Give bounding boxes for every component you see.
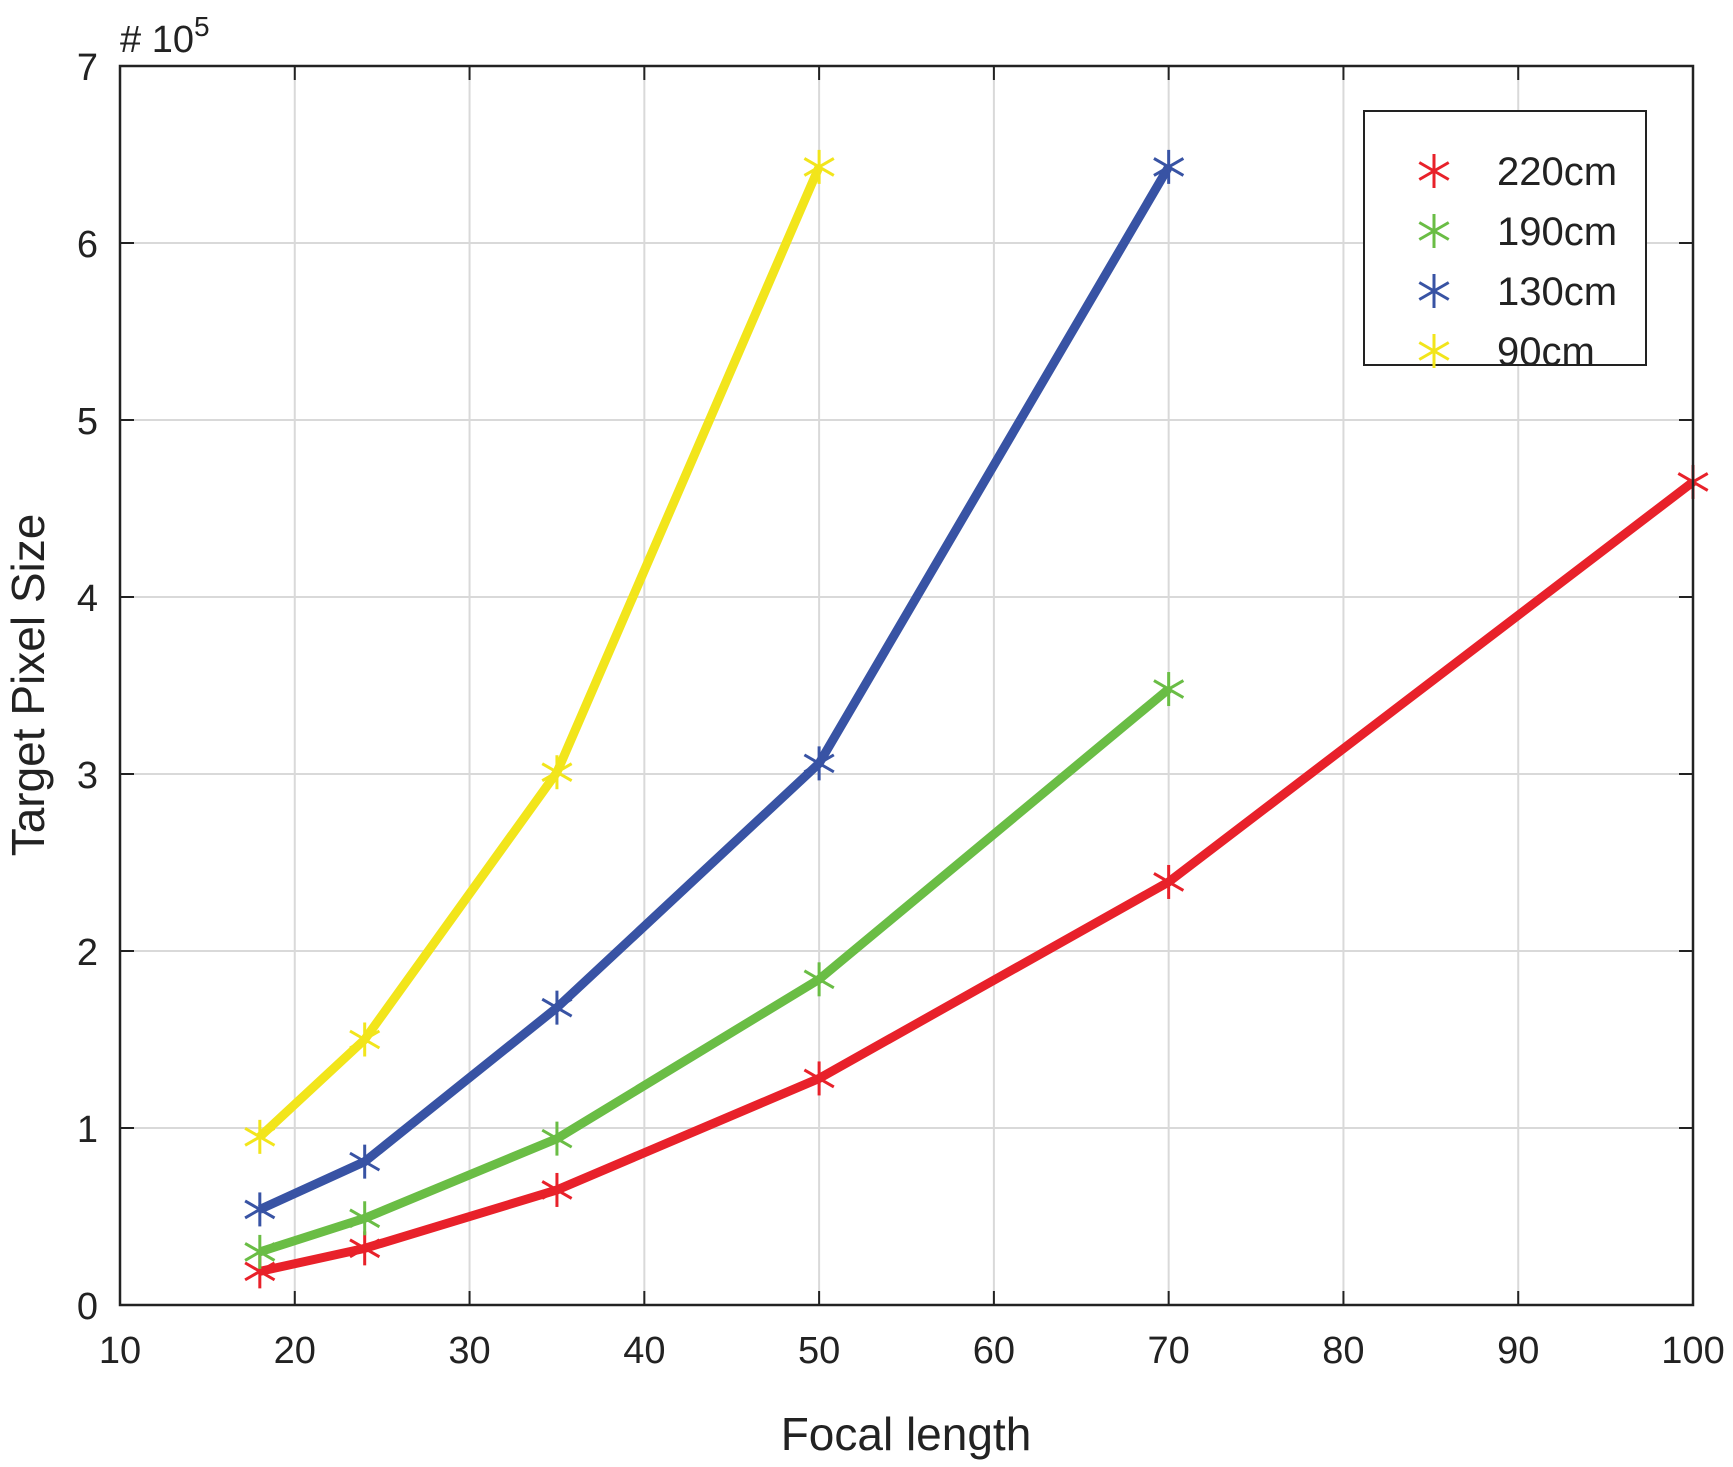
x-tick-label: 90 [1497,1330,1539,1372]
marker-stroke [349,1208,381,1229]
y-tick-label: 4 [77,578,98,620]
data-point-190cm [541,1121,573,1156]
data-point-190cm [1153,672,1185,707]
data-point-90cm [803,149,835,184]
marker-stroke [1418,161,1450,181]
y-axis-label: Target Pixel Size [2,514,54,857]
x-tick-label: 70 [1148,1330,1190,1372]
marker-stroke [1418,341,1450,361]
marker-stroke [541,1128,573,1149]
x-tick-label: 40 [623,1330,665,1372]
y-multiplier-exponent: 5 [194,11,210,42]
plot-frame [118,64,1695,1307]
marker-stroke [803,1068,835,1089]
marker-stroke [1418,281,1450,301]
y-tick-label: 2 [77,932,98,974]
marker-stroke [349,1029,381,1050]
marker-stroke [349,1238,381,1259]
legend-marker-90cm [1418,334,1450,368]
data-point-130cm [244,1192,276,1227]
y-tick-label: 3 [77,755,98,797]
legend-marker-220cm [1418,154,1450,188]
data-point-220cm [541,1172,573,1207]
marker-stroke [349,1151,381,1172]
y-tick-label: 0 [77,1286,98,1328]
x-axis-label: Focal length [781,1408,1032,1460]
data-point-220cm [803,1061,835,1096]
x-tick-label: 100 [1661,1330,1724,1372]
marker-stroke [244,1242,276,1262]
legend-marker-130cm [1418,274,1450,308]
x-tick-label: 30 [448,1330,490,1372]
y-multiplier: # 105 [120,11,210,61]
data-point-130cm [349,1144,381,1179]
marker-stroke [541,762,573,783]
y-tick-label: 7 [77,47,98,89]
legend-label: 90cm [1497,330,1595,374]
series-layer [244,149,1709,1289]
ticks: 10 20 30 40 50 60 70 80 90 100 0 1 2 3 4 5 6 7 [77,47,1725,1372]
x-tick-label: 50 [798,1330,840,1372]
legend-box [1363,110,1647,366]
legend-label: 190cm [1497,210,1617,254]
data-point-190cm [244,1234,276,1269]
legend-marker-190cm [1418,214,1450,248]
legend-label: 130cm [1497,270,1617,314]
marker-stroke [803,157,835,177]
data-point-90cm [244,1119,276,1154]
marker-stroke [244,1261,276,1282]
marker-stroke [1153,157,1185,177]
x-tick-label: 60 [973,1330,1015,1372]
data-point-130cm [803,746,835,781]
x-tick-label: 20 [274,1330,316,1372]
data-point-190cm [349,1201,381,1236]
data-point-130cm [541,990,573,1025]
y-tick-label: 6 [77,224,98,266]
marker-stroke [244,1127,276,1147]
marker-stroke [1418,221,1450,241]
marker-stroke [244,1199,276,1220]
marker-stroke [541,1180,573,1200]
data-point-130cm [1153,149,1185,184]
marker-stroke [541,997,573,1018]
series-line-220cm [258,478,1696,1276]
data-point-220cm [1153,864,1185,899]
series-line-90cm [256,165,824,1141]
y-tick-label: 1 [77,1109,98,1151]
data-point-190cm [803,962,835,997]
legend-label: 220cm [1497,150,1617,194]
marker-stroke [1153,679,1185,699]
marker-stroke [1153,872,1185,892]
x-tick-label: 80 [1322,1330,1364,1372]
series-line-130cm [257,164,1173,1214]
data-point-220cm [349,1231,381,1266]
marker-stroke [803,969,835,990]
data-point-90cm [349,1022,381,1057]
x-tick-label: 10 [99,1330,141,1372]
y-tick-label: 5 [77,401,98,443]
data-point-90cm [541,755,573,790]
legend: 220cm 190cm 130cm 90cm [1363,110,1647,374]
marker-stroke [803,753,835,774]
